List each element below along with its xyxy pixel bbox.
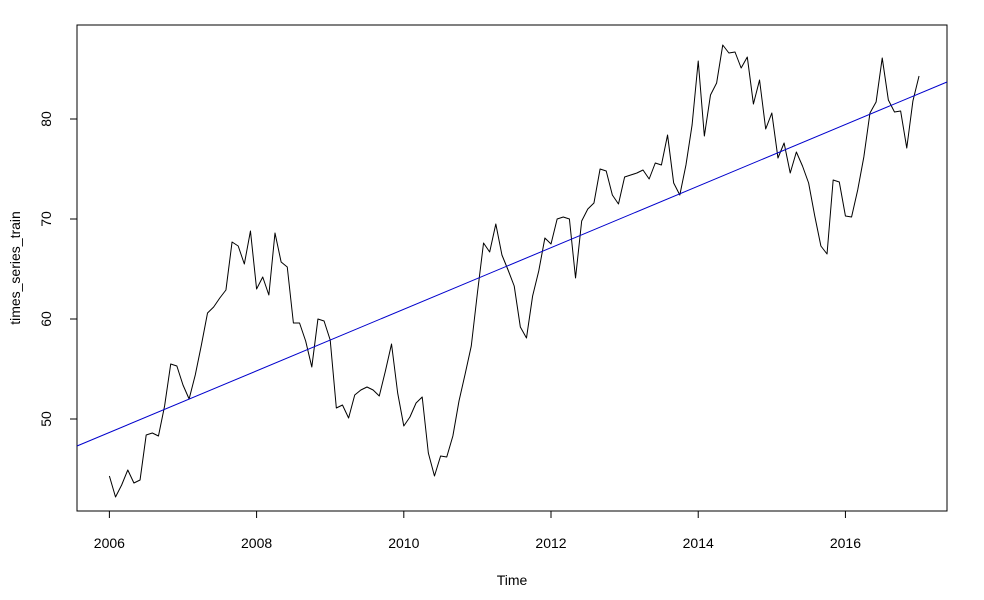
y-axis-title: times_series_train (7, 211, 23, 325)
x-tick-label: 2010 (388, 535, 419, 551)
y-tick-label: 80 (38, 111, 54, 127)
y-tick-label: 60 (38, 311, 54, 327)
x-tick-label: 2014 (683, 535, 714, 551)
time-series-line (108, 44, 920, 498)
series-layer (76, 44, 948, 498)
x-axis: 2006 2008 2010 2012 2014 2016 (94, 510, 861, 551)
trend-line (76, 81, 948, 447)
y-tick-label: 70 (38, 211, 54, 227)
y-axis: 50 60 70 80 (38, 111, 78, 427)
plot-frame (76, 24, 948, 512)
x-tick-label: 2016 (830, 535, 861, 551)
x-axis-title: Time (497, 572, 528, 588)
y-tick-label: 50 (38, 411, 54, 427)
x-tick-label: 2008 (241, 535, 272, 551)
x-tick-label: 2006 (94, 535, 125, 551)
x-tick-label: 2012 (535, 535, 566, 551)
